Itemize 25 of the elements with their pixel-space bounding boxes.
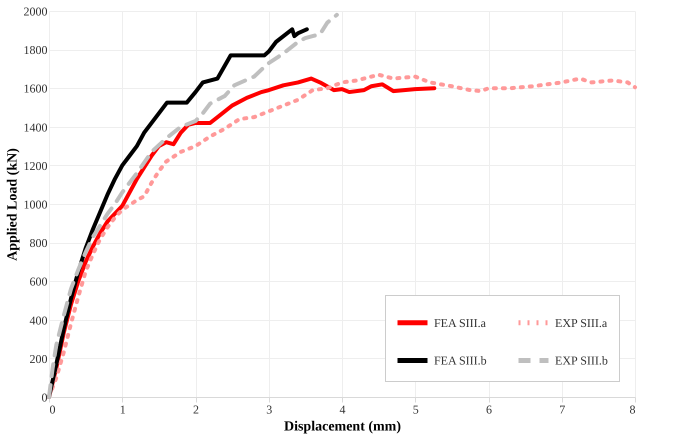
x-tick-label: 4 — [340, 402, 346, 416]
x-tick-label: 2 — [193, 402, 199, 416]
legend-label: EXP SIII.a — [555, 316, 608, 330]
legend-label: FEA SIII.a — [434, 316, 487, 330]
y-tick-label: 200 — [30, 352, 48, 366]
y-tick-label: 0 — [42, 390, 48, 404]
x-tick-label: 3 — [266, 402, 272, 416]
x-tick-label: 8 — [630, 402, 636, 416]
x-tick-label: 1 — [120, 402, 126, 416]
y-axis-title: Applied Load (kN) — [6, 148, 20, 261]
y-tick-label: 600 — [30, 274, 48, 289]
y-tick-label: 1400 — [24, 120, 48, 134]
x-tick-label: 7 — [559, 402, 566, 416]
x-axis-title: Displacement (mm) — [284, 420, 402, 434]
x-tick-label: 6 — [486, 402, 492, 416]
y-tick-label: 1200 — [24, 158, 48, 173]
y-tick-label: 400 — [30, 313, 48, 328]
y-tick-label: 1000 — [24, 198, 48, 212]
y-tick-label: 1800 — [24, 43, 48, 58]
y-tick-label: 800 — [30, 236, 48, 250]
legend-label: EXP SIII.b — [555, 354, 608, 368]
x-tick-label: 5 — [412, 402, 419, 416]
y-tick-label: 1600 — [24, 82, 48, 96]
y-tick-label: 2000 — [24, 4, 48, 18]
legend-label: FEA SIII.b — [434, 354, 487, 368]
